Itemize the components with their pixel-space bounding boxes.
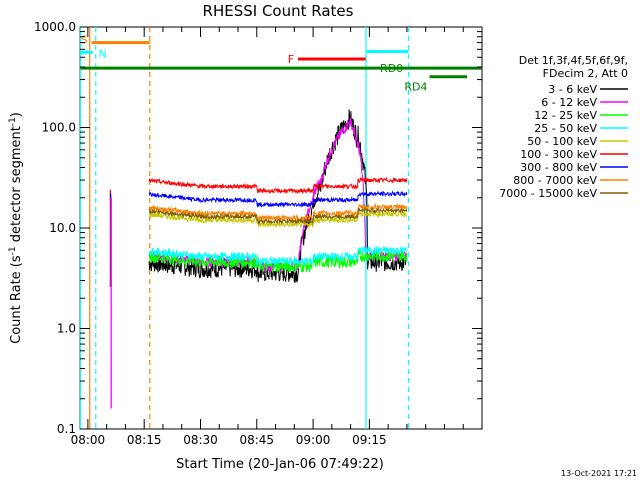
flag-label: F xyxy=(288,53,294,66)
legend-entry-label: 25 - 50 keV xyxy=(534,122,597,135)
series-layer xyxy=(109,109,408,409)
y-axis-label-sup2: -1 xyxy=(8,117,18,126)
legend-header: Det 1f,3f,4f,5f,6f,9f, xyxy=(519,54,628,67)
series-line xyxy=(148,202,408,222)
flag-label: RD4 xyxy=(404,81,427,94)
x-tick-label: 08:30 xyxy=(183,433,218,447)
y-tick-label: 0.1 xyxy=(57,422,76,436)
series-line xyxy=(148,176,408,195)
legend-entry-label: 6 - 12 keV xyxy=(541,96,597,109)
y-axis-label-mid: detector segment xyxy=(9,126,24,246)
series-line xyxy=(148,206,408,225)
y-tick-label: 1000.0 xyxy=(34,20,76,34)
x-tick-label: 08:45 xyxy=(239,433,274,447)
flag-label: RD0 xyxy=(380,62,403,75)
legend-entry-label: 100 - 300 keV xyxy=(520,148,597,161)
legend: Det 1f,3f,4f,5f,6f,9f,FDecim 2, Att 0 3 -… xyxy=(499,54,628,200)
legend-entry-label: 50 - 100 keV xyxy=(527,135,597,148)
legend-entry-label: 3 - 6 keV xyxy=(548,83,597,96)
series-line xyxy=(149,209,407,229)
chart-title: RHESSI Count Rates xyxy=(203,2,354,20)
y-axis-label-main: Count Rate (s xyxy=(9,255,24,344)
axis-ticks: 0.1 1.0 10.0 100.0 1000.0 08:00 08:15 08:30 08:4… xyxy=(34,20,482,447)
x-tick-label: 08:15 xyxy=(127,433,162,447)
footer-date: 13-Oct-2021 17:21 xyxy=(561,469,637,478)
x-tick-label: 09:15 xyxy=(352,433,387,447)
legend-entry-label: 800 - 7000 keV xyxy=(513,174,597,187)
legend-entry-label: 7000 - 15000 keV xyxy=(499,187,597,200)
series-line xyxy=(148,190,408,208)
series-line xyxy=(148,249,408,273)
legend-header: FDecim 2, Att 0 xyxy=(543,67,628,80)
flag-label: S xyxy=(81,34,88,47)
x-axis-label: Start Time (20-Jan-06 07:49:22) xyxy=(176,457,384,472)
x-tick-label: 08:00 xyxy=(71,433,106,447)
y-axis-label-end: ) xyxy=(9,112,24,117)
x-tick-label: 09:00 xyxy=(296,433,331,447)
y-tick-label: 10.0 xyxy=(49,221,76,235)
legend-entry-label: 300 - 800 keV xyxy=(520,161,597,174)
y-axis-label: Count Rate (s-1 detector segment-1) xyxy=(8,112,24,344)
series-line xyxy=(148,244,408,267)
legend-entry-label: 12 - 25 keV xyxy=(534,109,597,122)
y-tick-label: 100.0 xyxy=(42,121,76,135)
y-axis-label-sup1: -1 xyxy=(8,246,18,255)
vertical-marker-lines xyxy=(79,27,410,429)
flag-label: N xyxy=(99,47,107,60)
y-tick-label: 1.0 xyxy=(57,322,76,336)
